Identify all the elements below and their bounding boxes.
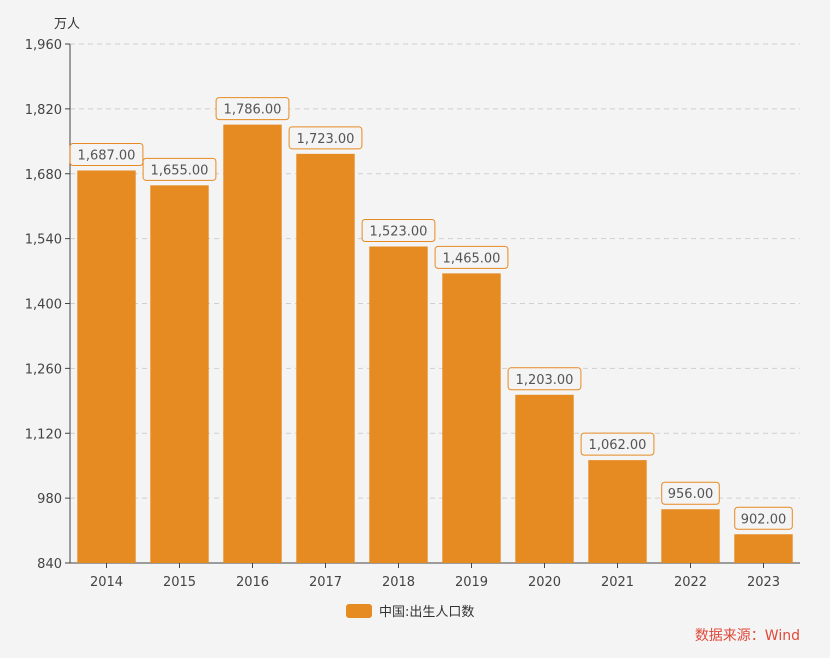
legend-swatch bbox=[346, 604, 372, 618]
data-label-box bbox=[734, 506, 793, 530]
bar[interactable] bbox=[515, 394, 574, 563]
data-label-box bbox=[580, 432, 655, 456]
legend[interactable]: 中国:出生人口数 bbox=[346, 604, 474, 620]
y-tick-label: 840 bbox=[37, 557, 62, 572]
data-label: 1,523.00 bbox=[370, 225, 428, 240]
data-label: 1,655.00 bbox=[151, 163, 209, 178]
data-label-box bbox=[661, 481, 720, 505]
data-label: 1,786.00 bbox=[224, 103, 282, 118]
bar[interactable] bbox=[296, 153, 355, 564]
y-tick-label: 1,820 bbox=[25, 103, 62, 118]
x-tick-label: 2016 bbox=[236, 575, 269, 590]
source-note: 数据来源：Wind bbox=[695, 628, 800, 644]
y-tick-label: 1,540 bbox=[25, 233, 62, 248]
data-label-box bbox=[69, 143, 144, 167]
data-label-box bbox=[288, 126, 363, 150]
y-tick-label: 1,680 bbox=[25, 168, 62, 183]
y-tick-label: 1,260 bbox=[25, 362, 62, 377]
y-tick-label: 1,400 bbox=[25, 298, 62, 313]
x-tick-label: 2023 bbox=[747, 575, 780, 590]
bar[interactable] bbox=[223, 124, 282, 563]
y-tick-label: 1,960 bbox=[25, 38, 62, 53]
x-tick-label: 2021 bbox=[601, 575, 634, 590]
y-axis-unit-label: 万人 bbox=[54, 17, 80, 32]
x-tick-label: 2022 bbox=[674, 575, 707, 590]
watermark: www.365jz.com bbox=[713, 640, 815, 655]
data-label: 1,203.00 bbox=[516, 373, 574, 388]
data-label-layer: 1,687.00 1,655.00 1,786.00 1,723.00 1,523.00… bbox=[69, 97, 793, 530]
data-label: 1,465.00 bbox=[443, 251, 501, 266]
x-tick-label: 2015 bbox=[163, 575, 196, 590]
data-label: 1,687.00 bbox=[78, 149, 136, 164]
y-tick-label: 1,120 bbox=[25, 427, 62, 442]
bar[interactable] bbox=[588, 460, 647, 563]
bar[interactable] bbox=[734, 534, 793, 563]
data-label-box bbox=[434, 245, 509, 269]
bar[interactable] bbox=[77, 170, 136, 563]
x-tick-label: 2019 bbox=[455, 575, 488, 590]
bar[interactable] bbox=[369, 246, 428, 563]
data-label: 1,723.00 bbox=[297, 132, 355, 147]
bar-layer bbox=[77, 124, 793, 564]
bar[interactable] bbox=[661, 509, 720, 563]
data-label: 956.00 bbox=[668, 487, 714, 502]
data-label: 1,062.00 bbox=[589, 438, 647, 453]
data-label-box bbox=[142, 157, 217, 181]
legend-label: 中国:出生人口数 bbox=[379, 605, 474, 620]
data-label-box bbox=[215, 97, 290, 121]
bar[interactable] bbox=[442, 273, 501, 563]
x-tick-label: 2018 bbox=[382, 575, 415, 590]
x-tick-label: 2017 bbox=[309, 575, 342, 590]
y-tick-label: 980 bbox=[37, 492, 62, 507]
bar[interactable] bbox=[150, 185, 209, 563]
x-tick-label: 2020 bbox=[528, 575, 561, 590]
data-label-box bbox=[361, 219, 436, 243]
data-label-box bbox=[507, 367, 582, 391]
x-tick-label: 2014 bbox=[90, 575, 123, 590]
data-label: 902.00 bbox=[741, 512, 787, 527]
